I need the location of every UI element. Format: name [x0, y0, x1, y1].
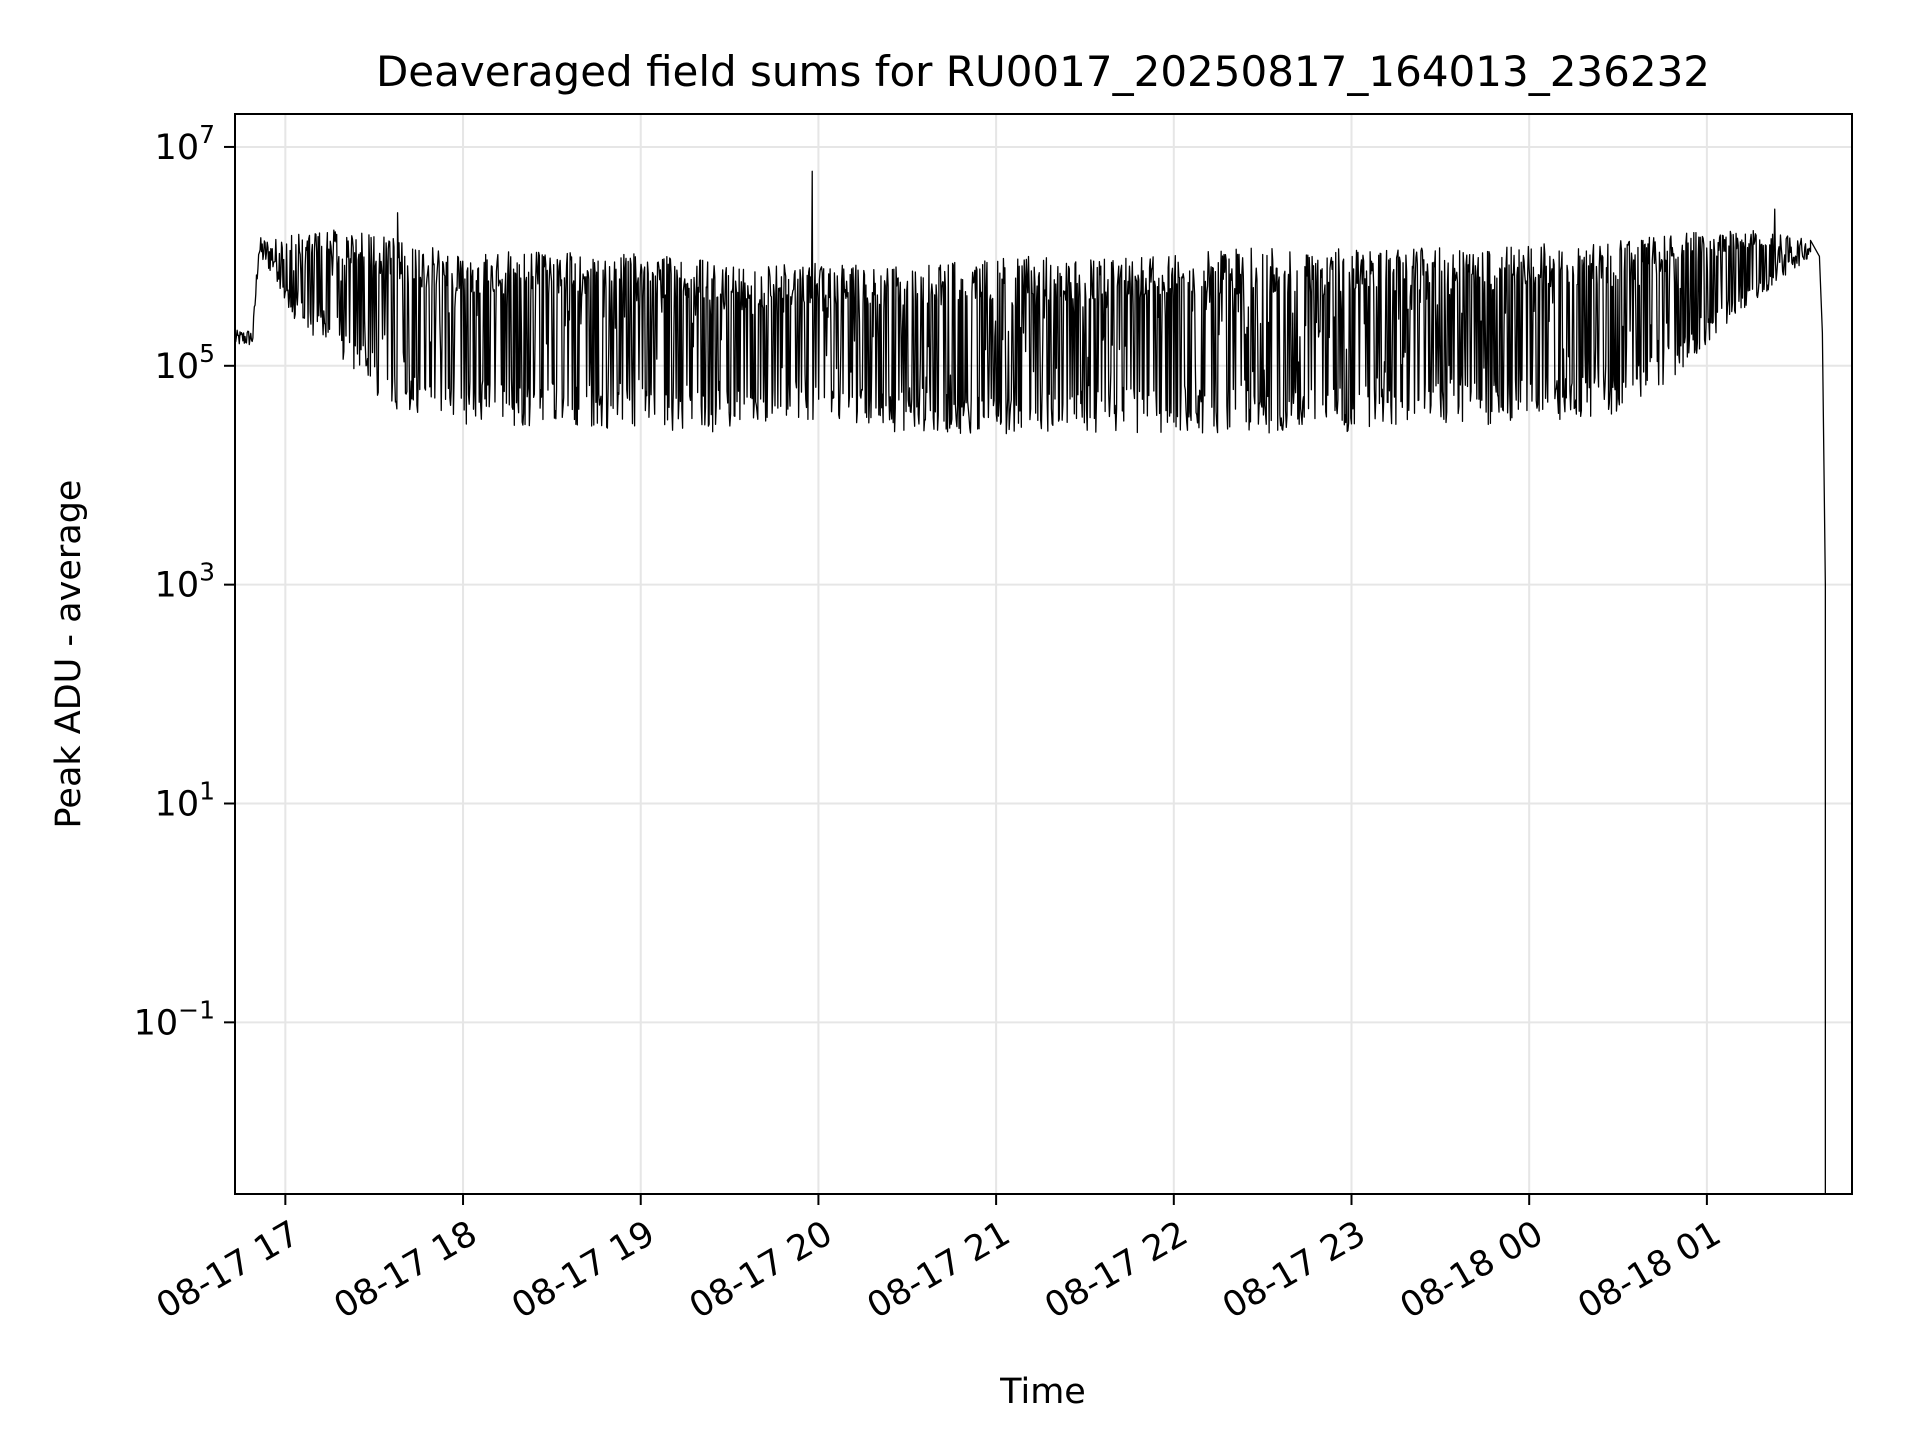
- y-tick-label: 10−1: [134, 995, 215, 1043]
- y-axis-label: Peak ADU - average: [49, 480, 89, 829]
- y-axis: 10−1 101 103 105 107: [134, 120, 235, 1043]
- series-line: [234, 170, 1826, 1194]
- x-axis-label: Time: [999, 1372, 1086, 1412]
- y-tick-label: 101: [155, 776, 215, 824]
- plot-frame: [234, 113, 1853, 1195]
- y-tick-label: 105: [155, 339, 215, 387]
- y-tick-label: 107: [155, 120, 215, 168]
- plot-area: [234, 170, 1826, 1194]
- chart-title: Deaveraged field sums for RU0017_2025081…: [376, 47, 1710, 96]
- y-tick-label: 103: [155, 558, 215, 606]
